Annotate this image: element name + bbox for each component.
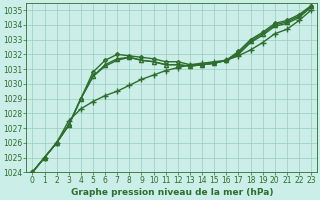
X-axis label: Graphe pression niveau de la mer (hPa): Graphe pression niveau de la mer (hPa) — [70, 188, 273, 197]
